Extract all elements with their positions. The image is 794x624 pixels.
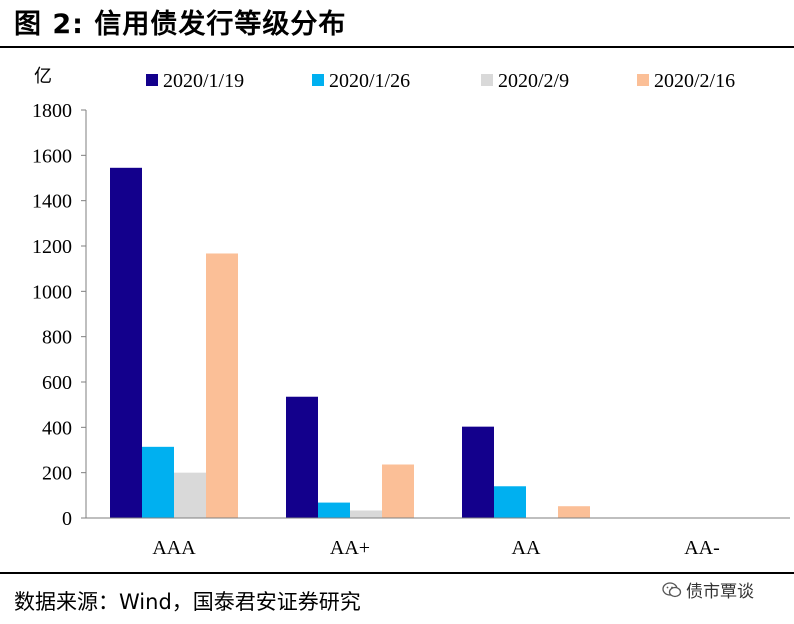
wechat-icon <box>662 581 682 597</box>
bar-AA-2020/1/19 <box>462 426 494 518</box>
y-axis-ticks: 0 200 400 600 800 1000 1200 1400 1600 1800 <box>32 100 86 530</box>
bar-AA+-2020/1/19 <box>286 396 318 518</box>
y-tick-label: 800 <box>42 327 72 349</box>
legend: 2020/1/19 2020/1/26 2020/2/9 2020/2/16 <box>146 70 735 92</box>
y-tick-label: 1400 <box>32 191 72 213</box>
category-labels: AAA AA+ AA AA- <box>152 537 719 559</box>
bar-AAA-2020/2/9 <box>174 472 206 518</box>
y-tick-label: 1200 <box>32 236 72 258</box>
watermark: 债市覃谈 <box>662 577 754 602</box>
legend-swatch <box>146 74 158 86</box>
legend-swatch <box>312 74 324 86</box>
legend-label: 2020/1/26 <box>329 70 410 92</box>
bar-AAA-2020/1/26 <box>142 446 174 518</box>
y-tick-label: 0 <box>62 508 72 530</box>
x-category-label: AA <box>512 537 541 559</box>
bar-AA-2020/2/16 <box>558 506 590 518</box>
legend-label: 2020/2/16 <box>654 70 735 92</box>
bar-AA-2020/1/26 <box>494 486 526 518</box>
y-tick-label: 400 <box>42 417 72 439</box>
bar-AA+-2020/2/9 <box>350 510 382 518</box>
legend-label: 2020/1/19 <box>163 70 244 92</box>
y-tick-label: 1000 <box>32 281 72 303</box>
bar-AA+-2020/2/16 <box>382 464 414 518</box>
x-category-label: AA- <box>684 537 720 559</box>
y-tick-label: 1800 <box>32 100 72 122</box>
legend-swatch <box>637 74 649 86</box>
bar-chart: 亿 2020/1/19 2020/1/26 2020/2/9 2020/2/16 0 2… <box>32 66 790 559</box>
bar-AAA-2020/2/16 <box>206 253 238 519</box>
y-tick-label: 1600 <box>32 145 72 167</box>
y-tick-label: 200 <box>42 463 72 485</box>
y-axis-unit: 亿 <box>34 66 52 87</box>
x-category-label: AAA <box>152 537 196 559</box>
legend-label: 2020/2/9 <box>498 70 569 92</box>
y-tick-label: 600 <box>42 372 72 394</box>
chart-title: 图 2: 信用债发行等级分布 <box>14 9 347 40</box>
x-category-label: AA+ <box>330 537 370 559</box>
legend-swatch <box>481 74 493 86</box>
bar-AAA-2020/1/19 <box>110 167 142 519</box>
bars <box>110 167 590 519</box>
top-rule <box>0 46 794 48</box>
watermark-text: 债市覃谈 <box>686 582 754 602</box>
bottom-rule <box>0 572 794 574</box>
bar-AA+-2020/1/26 <box>318 502 350 518</box>
source-note: 数据来源：Wind，国泰君安证券研究 <box>14 590 361 614</box>
